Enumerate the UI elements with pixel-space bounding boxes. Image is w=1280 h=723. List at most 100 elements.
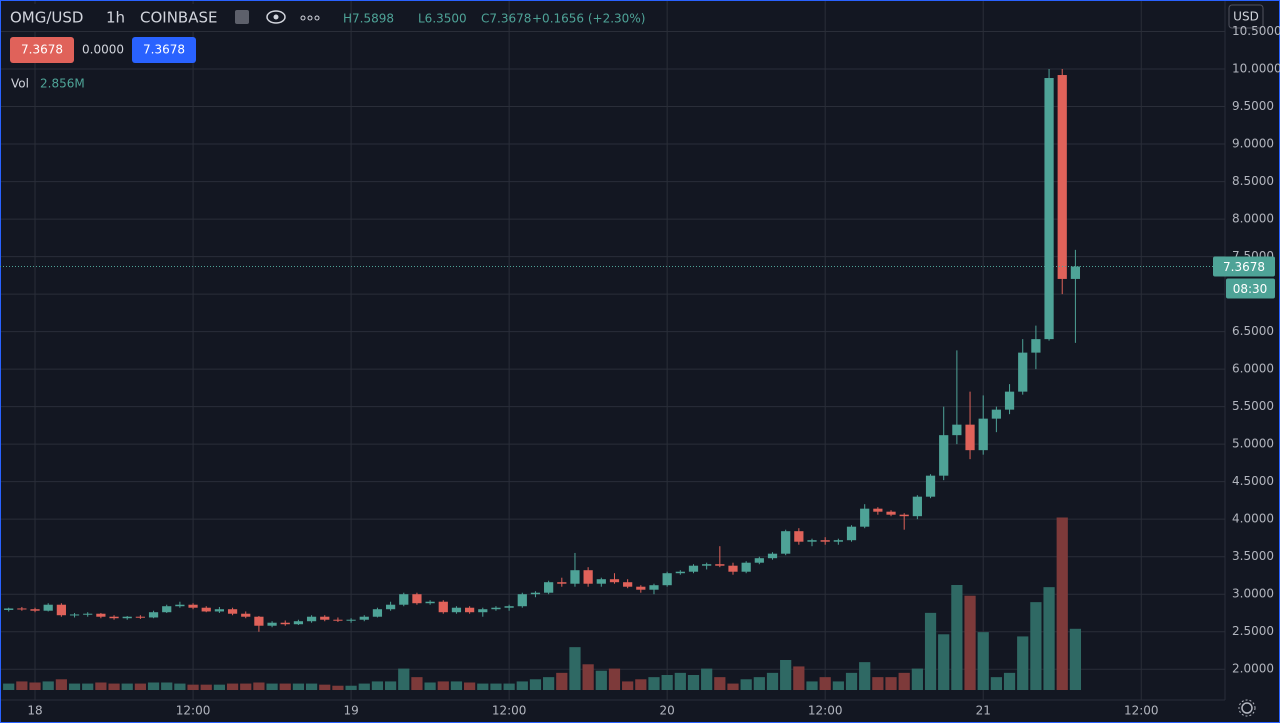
- candle-body: [557, 582, 567, 584]
- volume-bar: [292, 683, 305, 690]
- candle-body: [1044, 78, 1054, 340]
- candle-body: [175, 604, 185, 607]
- volume-bar: [1043, 587, 1055, 690]
- ohlc-change: +0.1656 (+2.30%): [532, 12, 645, 26]
- candle-body: [201, 607, 211, 612]
- y-tick-label: 3.5000: [1232, 549, 1274, 563]
- overlay: OMG/USD 1h COINBASE H7.5898 L6.3500 C7.3…: [4, 4, 1264, 717]
- volume-bar: [384, 681, 397, 690]
- candle-body: [135, 616, 145, 618]
- candle-body: [4, 608, 14, 610]
- candle-body: [991, 409, 1001, 419]
- candle-body: [346, 619, 356, 621]
- volume-bar: [319, 684, 331, 690]
- volume-bar: [635, 679, 647, 690]
- volume-value: 2.856M: [40, 77, 85, 91]
- candle-body: [425, 601, 435, 604]
- buy-badge[interactable]: [132, 37, 196, 63]
- volume-bar: [529, 679, 542, 690]
- dot: [307, 15, 313, 21]
- candle-body: [609, 579, 620, 583]
- volume-bar: [503, 683, 515, 690]
- candle-body: [306, 616, 317, 622]
- volume-bar: [398, 668, 410, 690]
- volume-bar: [1056, 517, 1068, 690]
- volume-bar: [819, 677, 831, 690]
- volume-bar: [42, 681, 54, 690]
- candle-body: [715, 564, 725, 566]
- y-tick-label: 4.0000: [1232, 512, 1274, 526]
- volume-bar: [358, 683, 370, 690]
- candle-body: [886, 511, 896, 515]
- symbol[interactable]: OMG/USD: [10, 9, 83, 27]
- volume-bar: [1069, 628, 1082, 690]
- volume-bar: [793, 666, 805, 690]
- volume-bar: [200, 684, 212, 690]
- volume-bar: [622, 681, 634, 690]
- candle-body: [530, 592, 541, 595]
- volume-bar: [464, 682, 476, 690]
- volume-bar: [543, 677, 555, 690]
- candle-body: [583, 570, 593, 584]
- candle-body: [30, 609, 40, 611]
- sell-price: 7.3678: [21, 43, 63, 57]
- candle-body: [1070, 266, 1081, 279]
- ohlc-low: L6.3500: [418, 12, 467, 26]
- candle-body: [491, 607, 501, 610]
- candle-body: [939, 435, 949, 476]
- countdown-badge: [1226, 278, 1275, 299]
- candle-body: [412, 594, 422, 604]
- y-tick-label: 9.5000: [1232, 99, 1274, 113]
- exchange: COINBASE: [140, 9, 217, 27]
- candle-body: [570, 570, 580, 584]
- volume-bar: [1017, 636, 1029, 690]
- candle-body: [846, 526, 857, 541]
- currency-button[interactable]: [1228, 4, 1264, 29]
- interval[interactable]: 1h: [106, 9, 125, 27]
- x-tick-label: 20: [660, 704, 675, 718]
- volume-bar: [964, 595, 976, 690]
- candle-body: [333, 619, 343, 621]
- y-tick-label: 6.5000: [1232, 324, 1274, 338]
- eye-icon[interactable]: [266, 10, 286, 24]
- volume-bar: [305, 683, 318, 690]
- volume-bar: [977, 632, 989, 690]
- volume-bar: [1030, 602, 1042, 690]
- candle-body: [807, 540, 817, 542]
- candle-body: [320, 616, 330, 620]
- candle-body: [43, 604, 53, 611]
- candle-body: [1018, 352, 1028, 392]
- settings-icon[interactable]: [1238, 699, 1256, 717]
- volume-bar: [701, 668, 713, 690]
- candle-body: [688, 565, 699, 572]
- volume-bar: [714, 677, 726, 690]
- candle-body: [741, 562, 751, 572]
- volume-bar: [582, 664, 594, 690]
- candle-body: [69, 614, 80, 616]
- candle-body: [293, 621, 304, 625]
- volume-bar: [648, 677, 660, 690]
- candle-body: [109, 616, 119, 619]
- x-tick-label: 19: [343, 704, 358, 718]
- y-tick-label: 5.0000: [1232, 437, 1274, 451]
- candle-body: [96, 613, 106, 617]
- candle-body: [162, 606, 172, 613]
- y-tick-label: 8.5000: [1232, 174, 1274, 188]
- candle-body: [517, 594, 527, 607]
- x-tick-label: 12:00: [808, 704, 843, 718]
- candle-body: [833, 540, 843, 542]
- candle-body: [662, 573, 672, 586]
- volume-bar: [740, 679, 752, 690]
- volume-bar: [477, 683, 489, 690]
- volume-bar: [661, 675, 673, 690]
- candle-body: [965, 424, 975, 451]
- candle-body: [188, 604, 198, 608]
- more-icon[interactable]: [300, 15, 320, 21]
- candle-body: [636, 586, 646, 590]
- y-tick-label: 2.0000: [1232, 662, 1274, 676]
- x-tick-label: 12:00: [492, 704, 527, 718]
- volume-bar: [266, 683, 278, 690]
- volume-bar: [872, 677, 884, 690]
- sell-badge[interactable]: [10, 37, 74, 63]
- y-tick-label: 5.5000: [1232, 399, 1274, 413]
